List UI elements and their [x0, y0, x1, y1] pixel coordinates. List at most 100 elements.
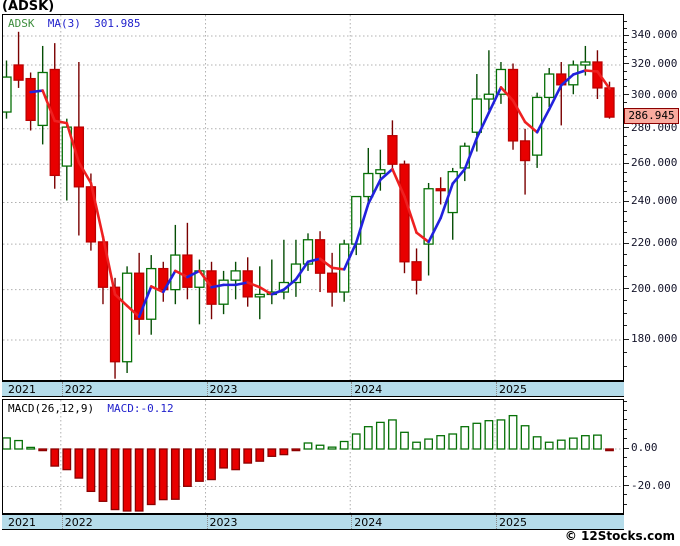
macd-bar-positive [580, 435, 590, 450]
macd-value-label: MACD:-0.12 [107, 402, 174, 415]
minor-tick [624, 365, 627, 367]
year-label: 2025 [498, 516, 527, 529]
macd-bar-positive [303, 442, 313, 450]
minor-tick [624, 41, 627, 43]
candle-down [314, 239, 326, 274]
macd-bar-negative [158, 448, 168, 501]
year-label: 2023 [209, 383, 238, 396]
macd-bar-negative [134, 448, 144, 512]
minor-tick [624, 503, 627, 505]
macd-bar-positive [388, 419, 397, 450]
minor-tick [624, 456, 627, 458]
macd-tick [624, 485, 629, 486]
minor-tick [624, 56, 627, 58]
macd-bar-positive [508, 414, 518, 450]
minor-tick [624, 135, 627, 137]
candle-up [495, 68, 507, 95]
watermark: © 12Stocks.com [564, 529, 675, 543]
ma-line-segment [294, 260, 310, 281]
price-tick-label: 240.000 [631, 194, 678, 208]
candle-up [580, 61, 591, 66]
macd-bar-positive [412, 441, 421, 450]
macd-bar-positive [460, 426, 470, 450]
macd-bar-positive [472, 422, 482, 450]
candle-up [459, 145, 470, 169]
ma-line-segment [463, 136, 479, 171]
candle-up [218, 279, 229, 305]
candle-down [182, 254, 193, 288]
minor-tick [624, 231, 627, 233]
year-label: 2022 [64, 383, 93, 396]
strip-gridline [206, 515, 208, 529]
ma-line-segment [149, 285, 165, 294]
macd-params-label: MACD(26,12,9) [8, 402, 95, 415]
ma-line-segment [427, 216, 442, 244]
price-tick-label: 180.000 [631, 332, 678, 345]
minor-tick [624, 410, 627, 411]
candle-up [254, 293, 265, 298]
ma-line-segment [246, 281, 262, 289]
price-tick-label: 340.000 [631, 28, 678, 41]
strip-gridline [61, 515, 63, 529]
macd-bar-positive [544, 441, 554, 450]
strip-gridline [351, 515, 353, 529]
ma-line-segment [234, 281, 249, 287]
strip-gridline [495, 515, 497, 529]
macd-bar-positive [556, 439, 566, 450]
minor-tick [624, 438, 627, 440]
ma-line-segment [366, 178, 382, 206]
price-axis: 340.000 320.000 300.000 280.000 260.000 240.0… [624, 14, 680, 381]
ma-line-segment [137, 285, 153, 318]
candle-up [146, 267, 157, 320]
macd-bar-positive [14, 439, 23, 450]
minor-tick [624, 20, 627, 22]
x-axis-strip-macd: 2021 2022 2023 2024 2025 [2, 514, 624, 530]
macd-bar-negative [207, 448, 216, 481]
candle-down [387, 135, 398, 165]
ma-line-segment [511, 99, 527, 124]
minor-tick [624, 253, 627, 255]
price-chart-legend: ADSK MA(3) 301.985 [8, 17, 140, 30]
minor-tick [624, 312, 627, 314]
candlestick-chart [3, 15, 623, 380]
minor-tick [624, 264, 627, 266]
macd-bar-positive [520, 425, 530, 450]
candle-down [519, 140, 531, 162]
macd-bar-negative [231, 448, 241, 471]
minor-tick [624, 86, 627, 88]
ma-line-segment [318, 257, 334, 270]
ma-label: MA(3) [47, 17, 81, 30]
minor-tick [624, 494, 627, 496]
macd-axis: 0.00 -20.00 [624, 399, 680, 514]
ma-line-segment [559, 73, 575, 87]
macd-bar-positive [26, 446, 36, 450]
macd-bar-positive [339, 440, 349, 450]
price-tick [624, 34, 629, 36]
minor-tick [624, 172, 627, 173]
ma-line-segment [77, 161, 93, 185]
ma-line-segment [584, 69, 599, 73]
ma-line-segment [391, 167, 406, 198]
price-tick-label: 200.000 [631, 281, 678, 295]
ma-line-segment [113, 293, 129, 308]
macd-bar-positive [532, 436, 542, 450]
legend-gap3 [94, 402, 107, 415]
macd-bar-negative [255, 448, 265, 462]
macd-bar-negative [243, 448, 253, 464]
year-label: 2022 [64, 516, 93, 529]
macd-bar-positive [3, 437, 11, 450]
ma-line-segment [439, 182, 455, 220]
ma-line-segment [523, 120, 539, 134]
ma-line-segment [186, 269, 201, 279]
year-label: 2023 [209, 516, 238, 529]
macd-bar-negative [182, 448, 192, 487]
minor-tick [624, 181, 627, 183]
strip-gridline [495, 382, 497, 396]
minor-tick [624, 419, 627, 421]
minor-tick [624, 351, 627, 353]
ma-value: 301.985 [94, 17, 141, 30]
candle-up [363, 172, 374, 198]
last-price-badge: 286.945 [624, 108, 679, 125]
macd-bar-positive [315, 444, 325, 450]
ma-line-segment [415, 231, 430, 244]
